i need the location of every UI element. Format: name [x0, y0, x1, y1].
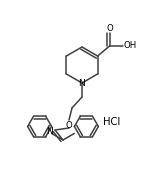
- Text: N: N: [79, 79, 85, 88]
- Text: O: O: [106, 24, 113, 33]
- Text: OH: OH: [124, 42, 137, 50]
- Text: HCl: HCl: [103, 117, 121, 127]
- Text: N: N: [46, 127, 53, 135]
- Text: O: O: [66, 121, 72, 130]
